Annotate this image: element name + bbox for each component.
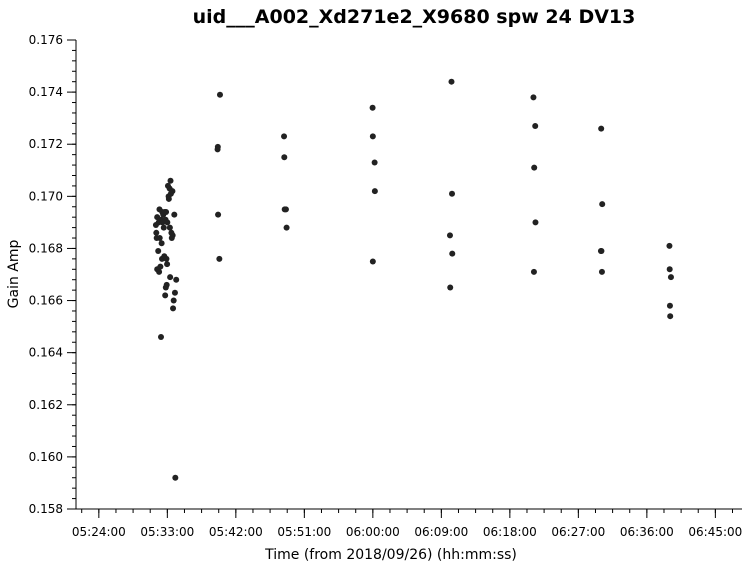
data-point (166, 224, 173, 231)
data-point (449, 250, 456, 257)
data-point (369, 133, 376, 140)
data-point (666, 242, 673, 249)
data-point (172, 474, 179, 481)
data-point (171, 289, 178, 296)
data-point (214, 143, 221, 150)
data-point (530, 94, 537, 101)
data-point (282, 206, 289, 213)
x-axis-ticks: 05:24:00 05:33:00 05:42:00 05:51:00 06:00:00… (72, 509, 742, 539)
y-axis-label: Gain Amp (6, 240, 22, 309)
data-point (171, 211, 178, 218)
data-point (153, 229, 160, 236)
data-point (158, 240, 165, 247)
data-point (598, 125, 605, 132)
x-tick-label: 06:36:00 (620, 525, 674, 539)
data-point (162, 292, 169, 299)
data-point (371, 188, 378, 195)
data-point (215, 211, 222, 218)
data-point (157, 334, 164, 341)
data-point (446, 232, 453, 239)
x-tick-label: 06:45:00 (688, 525, 742, 539)
y-tick-label: 0.176 (29, 33, 63, 47)
data-point (167, 274, 174, 281)
data-point (531, 164, 538, 171)
data-point (448, 78, 455, 85)
data-point (449, 190, 456, 197)
x-axis-label: Time (from 2018/09/26) (hh:mm:ss) (264, 547, 517, 563)
data-points (152, 78, 674, 481)
data-point (532, 219, 539, 226)
data-point (156, 268, 163, 275)
data-point (169, 188, 176, 195)
x-tick-label: 05:42:00 (209, 525, 263, 539)
data-point (283, 224, 290, 231)
data-point (667, 313, 674, 320)
data-point (165, 195, 172, 202)
data-point (532, 122, 539, 129)
data-point (216, 255, 223, 262)
data-point (164, 261, 171, 268)
data-point (666, 302, 673, 309)
data-point (598, 268, 605, 275)
data-point (170, 297, 177, 304)
y-tick-label: 0.158 (29, 502, 63, 516)
y-axis-ticks: 0.158 0.160 0.162 0.164 0.166 0.168 0.170 0.172… (29, 33, 76, 516)
x-tick-label: 05:24:00 (72, 525, 126, 539)
data-point (170, 305, 177, 312)
data-point (169, 232, 176, 239)
data-point (599, 201, 606, 208)
data-point (173, 276, 180, 283)
y-tick-label: 0.160 (29, 450, 63, 464)
x-tick-label: 06:18:00 (483, 525, 537, 539)
data-point (163, 281, 170, 288)
data-point (369, 258, 376, 265)
plot-frame (75, 40, 742, 510)
x-tick-label: 05:51:00 (277, 525, 331, 539)
x-tick-label: 06:09:00 (414, 525, 468, 539)
y-tick-label: 0.164 (29, 346, 63, 360)
data-point (156, 235, 163, 242)
data-point (281, 154, 288, 161)
x-tick-label: 05:33:00 (140, 525, 194, 539)
y-tick-label: 0.174 (29, 85, 63, 99)
x-tick-label: 06:00:00 (346, 525, 400, 539)
data-point (167, 177, 174, 184)
data-point (164, 219, 171, 226)
data-point (281, 133, 288, 140)
y-tick-label: 0.162 (29, 398, 63, 412)
x-tick-label: 06:27:00 (551, 525, 605, 539)
data-point (598, 248, 605, 255)
data-point (216, 91, 223, 98)
data-point (666, 266, 673, 273)
data-point (160, 224, 167, 231)
data-point (163, 255, 170, 262)
data-point (163, 208, 170, 215)
y-tick-label: 0.170 (29, 189, 63, 203)
data-point (369, 104, 376, 111)
data-point (667, 274, 674, 281)
y-tick-label: 0.172 (29, 137, 63, 151)
data-point (157, 263, 164, 270)
data-point (371, 159, 378, 166)
y-tick-label: 0.168 (29, 241, 63, 255)
data-point (530, 268, 537, 275)
data-point (155, 248, 162, 255)
data-point (447, 284, 454, 291)
chart-title: uid___A002_Xd271e2_X9680 spw 24 DV13 (193, 6, 636, 28)
y-tick-label: 0.166 (29, 294, 63, 308)
